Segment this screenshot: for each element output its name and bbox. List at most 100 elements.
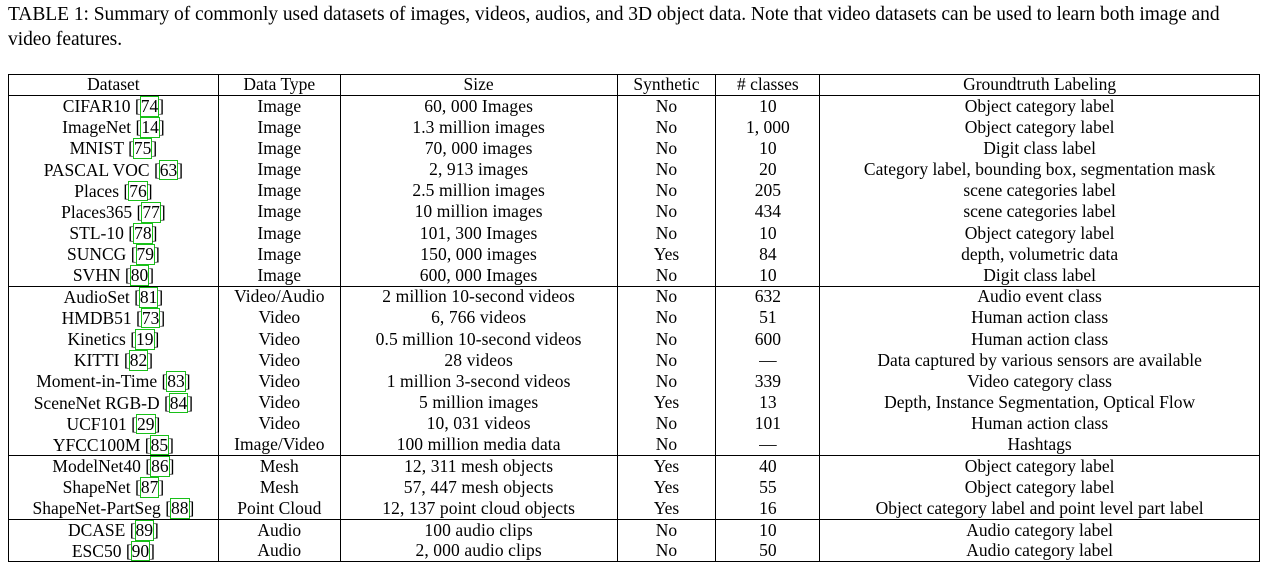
- cell-size: 6, 766 videos: [339, 307, 618, 329]
- citation-link[interactable]: [73]: [136, 307, 166, 329]
- cell-synthetic: No: [616, 307, 717, 329]
- citation-number[interactable]: 76: [128, 180, 148, 202]
- citation-link[interactable]: [89]: [129, 519, 159, 541]
- citation-number[interactable]: 75: [132, 138, 153, 159]
- citation-link[interactable]: [63]: [153, 159, 184, 181]
- cell-classes: 101: [715, 413, 821, 435]
- citation-link[interactable]: [75]: [128, 138, 158, 159]
- cell-dataset: Places [76]: [8, 180, 219, 202]
- citation-number[interactable]: 86: [150, 456, 170, 478]
- citation-number[interactable]: 78: [133, 223, 153, 244]
- cell-groundtruth: scene categories label: [819, 201, 1260, 223]
- table-caption: TABLE 1: Summary of commonly used datase…: [8, 4, 1220, 50]
- citation-link[interactable]: [83]: [161, 371, 191, 393]
- cell-groundtruth: Audio category label: [819, 518, 1260, 541]
- citation-number[interactable]: 74: [139, 96, 160, 117]
- citation-link[interactable]: [88]: [165, 498, 195, 519]
- citation-number[interactable]: 83: [166, 371, 186, 393]
- cell-classes: 600: [715, 328, 821, 350]
- cell-data-type: Video: [217, 349, 341, 372]
- citation-link[interactable]: [74]: [134, 96, 165, 117]
- citation-number[interactable]: 73: [140, 307, 161, 329]
- cell-size: 28 videos: [339, 349, 618, 372]
- citation-number[interactable]: 84: [168, 392, 189, 414]
- table-row: SUNCG [79] Image 150, 000 images Yes 84 depth…: [8, 244, 1260, 266]
- cell-synthetic: No: [616, 540, 717, 562]
- citation-number[interactable]: 80: [129, 265, 150, 286]
- citation-link[interactable]: [80]: [124, 265, 155, 286]
- citation-number[interactable]: 90: [130, 540, 151, 562]
- cell-dataset: AudioSet [81]: [8, 285, 219, 308]
- citation-number[interactable]: 77: [141, 201, 161, 223]
- citation-link[interactable]: [85]: [144, 434, 174, 456]
- table-row: Places365 [77] Image 10 million images No 43…: [8, 201, 1260, 223]
- table-row: HMDB51 [73] Video 6, 766 videos No 51 Human a…: [8, 307, 1260, 329]
- citation-link[interactable]: [79]: [130, 244, 160, 265]
- citation-number[interactable]: 89: [134, 519, 155, 541]
- cell-dataset: YFCC100M [85]: [8, 434, 219, 456]
- cell-synthetic: Yes: [616, 392, 717, 414]
- cell-dataset: CIFAR10 [74]: [8, 95, 219, 117]
- citation-link[interactable]: [76]: [123, 180, 153, 202]
- cell-size: 101, 300 Images: [339, 222, 618, 244]
- citation-link[interactable]: [29]: [131, 413, 161, 435]
- citation-number[interactable]: 87: [139, 477, 160, 498]
- citation-link[interactable]: [84]: [163, 392, 194, 414]
- citation-number[interactable]: 19: [135, 329, 155, 350]
- table-row: ShapeNet [87] Mesh 57, 447 mesh objects Yes…: [8, 477, 1260, 499]
- cell-classes: 40: [715, 455, 821, 478]
- table-body: CIFAR10 [74] Image 60, 000 Images No 10 Objec…: [8, 95, 1260, 562]
- citation-number[interactable]: 82: [128, 350, 149, 371]
- table-row: Kinetics [19] Video 0.5 million 10-second …: [8, 328, 1260, 350]
- cell-groundtruth: Audio category label: [819, 540, 1260, 562]
- table-row: MNIST [75] Image 70, 000 images No 10 Digit c…: [8, 138, 1260, 160]
- cell-dataset: SUNCG [79]: [8, 244, 219, 266]
- citation-link[interactable]: [87]: [135, 477, 165, 498]
- cell-groundtruth: Human action class: [819, 413, 1260, 435]
- citation-number[interactable]: 29: [136, 413, 156, 435]
- cell-synthetic: Yes: [616, 455, 717, 478]
- cell-size: 600, 000 Images: [339, 265, 618, 287]
- table-row: STL-10 [78] Image 101, 300 Images No 10 Objec…: [8, 222, 1260, 244]
- cell-synthetic: No: [616, 95, 717, 117]
- cell-dataset: Kinetics [19]: [8, 328, 219, 350]
- dataset-name: Moment-in-Time: [36, 371, 162, 392]
- citation-link[interactable]: [19]: [130, 329, 160, 350]
- citation-number[interactable]: 63: [158, 159, 179, 181]
- cell-dataset: UCF101 [29]: [8, 413, 219, 435]
- table-row: AudioSet [81] Video/Audio 2 million 10-sec…: [8, 285, 1260, 308]
- citation-link[interactable]: [86]: [145, 456, 175, 478]
- cell-synthetic: No: [616, 201, 717, 223]
- cell-data-type: Image: [217, 159, 341, 181]
- citation-number[interactable]: 88: [170, 498, 190, 519]
- cell-synthetic: No: [616, 518, 717, 541]
- citation-number[interactable]: 81: [138, 286, 159, 308]
- cell-classes: 55: [715, 477, 821, 499]
- cell-classes: 10: [715, 138, 821, 160]
- citation-number[interactable]: 85: [149, 434, 170, 456]
- dataset-name: MNIST: [69, 138, 129, 159]
- column-header-groundtruth: Groundtruth Labeling: [819, 74, 1260, 97]
- cell-synthetic: No: [616, 265, 717, 287]
- cell-classes: 84: [715, 244, 821, 266]
- citation-link[interactable]: [82]: [123, 350, 154, 371]
- cell-classes: —: [715, 434, 821, 456]
- cell-synthetic: No: [616, 328, 717, 350]
- cell-dataset: MNIST [75]: [8, 138, 219, 160]
- citation-link[interactable]: [90]: [125, 540, 155, 562]
- cell-data-type: Video: [217, 413, 341, 435]
- citation-link[interactable]: [14]: [135, 117, 165, 138]
- table-row: DCASE [89] Audio 100 audio clips No 10 Audio …: [8, 518, 1260, 541]
- citation-number[interactable]: 14: [140, 117, 160, 138]
- citation-link[interactable]: [77]: [136, 201, 166, 223]
- dataset-table-container: Dataset Data Type Size Synthetic # class…: [8, 74, 1260, 563]
- citation-link[interactable]: [78]: [128, 223, 158, 244]
- citation-number[interactable]: 79: [135, 244, 156, 265]
- cell-size: 10 million images: [339, 201, 618, 223]
- cell-size: 70, 000 images: [339, 138, 618, 160]
- cell-synthetic: Yes: [616, 477, 717, 499]
- cell-data-type: Image: [217, 265, 341, 287]
- citation-link[interactable]: [81]: [134, 286, 164, 308]
- column-header-classes: # classes: [715, 74, 821, 97]
